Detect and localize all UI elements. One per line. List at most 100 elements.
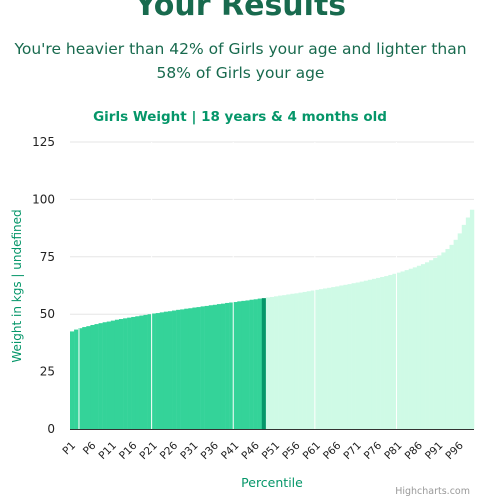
bar-p45[interactable] [249, 299, 254, 429]
bar-p62[interactable] [318, 289, 324, 429]
bar-p15[interactable] [127, 317, 132, 429]
bar-p2[interactable] [74, 329, 79, 429]
bar-p74[interactable] [367, 279, 373, 429]
bar-p83[interactable] [404, 270, 409, 429]
bar-p38[interactable] [220, 303, 226, 429]
bar-p91[interactable] [437, 255, 442, 429]
bar-p29[interactable] [184, 308, 189, 429]
bar-p58[interactable] [302, 291, 307, 429]
bar-p79[interactable] [388, 274, 393, 429]
bar-p18[interactable] [139, 315, 144, 429]
bar-p32[interactable] [196, 307, 201, 429]
bar-p5[interactable] [86, 326, 91, 429]
bar-p63[interactable] [323, 288, 328, 429]
bar-p49[interactable] [265, 297, 271, 429]
bar-p76[interactable] [376, 277, 381, 429]
bar-p60[interactable] [310, 290, 316, 429]
bar-user-percentile[interactable] [261, 298, 267, 429]
bar-p89[interactable] [429, 260, 434, 429]
bar-p68[interactable] [343, 284, 348, 429]
bar-p44[interactable] [245, 300, 250, 429]
bar-p27[interactable] [176, 309, 181, 429]
bar-p90[interactable] [433, 257, 438, 429]
bar-p81[interactable] [396, 272, 401, 429]
bar-p65[interactable] [331, 287, 336, 429]
bar-p84[interactable] [408, 268, 414, 429]
bar-p20[interactable] [147, 314, 152, 429]
bar-p31[interactable] [192, 307, 197, 429]
bar-p9[interactable] [102, 322, 107, 429]
bar-p33[interactable] [200, 306, 205, 429]
bar-p47[interactable] [257, 298, 263, 429]
bar-p59[interactable] [306, 291, 312, 429]
bar-p35[interactable] [208, 305, 214, 429]
bar-p24[interactable] [163, 311, 169, 429]
bar-p55[interactable] [290, 293, 295, 429]
bar-p40[interactable] [229, 302, 234, 429]
bar-p12[interactable] [114, 319, 120, 429]
bar-p46[interactable] [253, 299, 258, 429]
bar-p3[interactable] [78, 328, 83, 429]
bar-p98[interactable] [465, 217, 471, 429]
bar-p80[interactable] [392, 273, 397, 429]
bar-p73[interactable] [363, 280, 369, 429]
bar-p57[interactable] [298, 292, 303, 429]
bar-p52[interactable] [278, 295, 283, 429]
bar-p28[interactable] [180, 309, 185, 429]
bar-p75[interactable] [371, 278, 377, 429]
bar-p94[interactable] [449, 244, 454, 429]
bar-p82[interactable] [400, 271, 405, 429]
bar-p1[interactable] [70, 331, 75, 429]
bar-p21[interactable] [151, 313, 156, 429]
bar-p8[interactable] [98, 323, 103, 429]
bar-p39[interactable] [225, 302, 230, 429]
bar-p93[interactable] [445, 248, 450, 429]
bar-p66[interactable] [335, 286, 340, 429]
bar-p41[interactable] [233, 302, 238, 429]
bar-p64[interactable] [327, 287, 332, 429]
bar-p71[interactable] [355, 282, 360, 429]
bar-p17[interactable] [135, 316, 140, 429]
bar-p61[interactable] [314, 289, 320, 429]
bar-p92[interactable] [441, 252, 446, 429]
bar-p42[interactable] [237, 301, 242, 429]
bar-p50[interactable] [269, 296, 275, 429]
bar-p99[interactable] [469, 209, 475, 429]
bar-p34[interactable] [204, 305, 209, 429]
bar-p96[interactable] [457, 233, 463, 429]
bar-p11[interactable] [110, 320, 116, 429]
bar-p87[interactable] [420, 264, 426, 429]
bar-p72[interactable] [359, 281, 365, 429]
bar-p26[interactable] [172, 310, 177, 429]
bar-p77[interactable] [380, 277, 385, 429]
bar-p16[interactable] [131, 316, 136, 429]
bar-p69[interactable] [347, 284, 352, 429]
bar-p7[interactable] [94, 324, 99, 429]
bar-p95[interactable] [453, 239, 458, 429]
bar-p86[interactable] [416, 265, 422, 429]
bar-p51[interactable] [274, 296, 279, 429]
bar-p22[interactable] [155, 313, 161, 429]
bar-p14[interactable] [123, 318, 128, 429]
bar-p54[interactable] [286, 294, 291, 429]
bar-p70[interactable] [351, 283, 356, 429]
bar-p23[interactable] [159, 312, 165, 429]
bar-p88[interactable] [425, 262, 430, 429]
bar-p25[interactable] [167, 311, 173, 429]
bar-p4[interactable] [82, 327, 87, 429]
bar-p6[interactable] [90, 324, 95, 429]
bar-p97[interactable] [461, 224, 467, 429]
bar-p37[interactable] [216, 304, 222, 429]
bar-p30[interactable] [188, 308, 193, 429]
bar-p67[interactable] [339, 285, 344, 430]
bar-p85[interactable] [412, 267, 418, 429]
bar-p36[interactable] [212, 304, 218, 429]
highcharts-credit[interactable]: Highcharts.com [395, 486, 470, 497]
bar-p13[interactable] [118, 319, 124, 429]
bar-p53[interactable] [282, 295, 287, 429]
bar-p78[interactable] [384, 276, 389, 429]
bar-p43[interactable] [241, 300, 246, 429]
bar-p19[interactable] [143, 314, 148, 429]
bar-p10[interactable] [106, 321, 112, 429]
bar-p56[interactable] [294, 293, 299, 429]
